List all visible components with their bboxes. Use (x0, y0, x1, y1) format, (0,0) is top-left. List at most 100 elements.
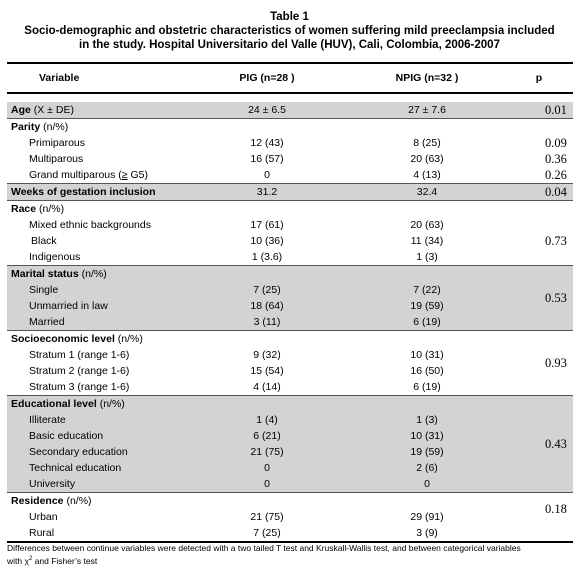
table-row: Grand multiparous (≥ G5) 0 4 (13) 0.26 (7, 167, 573, 184)
row-label: Mixed ethnic backgrounds (29, 219, 151, 231)
table-row: Stratum 2 (range 1-6) 15 (54) 16 (50) (7, 363, 573, 379)
table-row: Illiterate 1 (4) 1 (3) (7, 412, 573, 428)
pig-value: 21 (75) (185, 444, 349, 460)
npig-value: 20 (63) (410, 219, 444, 231)
row-label: Age (X ± DE) (7, 102, 185, 119)
pig-value: 0 (185, 460, 349, 476)
table-row: University 0 0 (7, 476, 573, 493)
npig-value: 11 (34) (410, 235, 444, 247)
section-label: Residence (n/%) (7, 492, 505, 509)
row-label: Stratum 1 (range 1-6) (29, 349, 130, 361)
table-caption: Table 1 Socio-demographic and obstetric … (0, 0, 579, 52)
table-footnote: Differences between continue variables w… (7, 543, 521, 566)
section-header-marital: Marital status (n/%) 0.53 (7, 265, 573, 331)
section-label: Educational level (n/%) (7, 395, 505, 412)
section-label: Marital status (n/%) (7, 265, 505, 282)
row-label: Black (31, 235, 57, 247)
pig-value: 24 ± 6.5 (185, 102, 349, 119)
table-row: Urban 21 (75) 29 (91) (7, 509, 573, 525)
table-row: Technical education 0 2 (6) (7, 460, 573, 476)
npig-value: 6 (19) (413, 381, 441, 393)
table-row: Unmarried in law 18 (64) 19 (59) (7, 298, 573, 314)
caption-line-1: Table 1 (270, 11, 309, 23)
p-value: 0.93 (505, 330, 573, 396)
column-header-variable: Variable (7, 62, 185, 94)
table-row: Single 7 (25) 7 (22) (7, 282, 573, 298)
pig-value: 3 (11) (185, 314, 349, 331)
section-label: Race (n/%) (7, 200, 573, 217)
table-row: Stratum 3 (range 1-6) 4 (14) 6 (19) (7, 379, 573, 396)
pig-value: 1 (4) (185, 412, 349, 428)
row-label: Rural (7, 525, 185, 543)
section-header-race: Race (n/%) (7, 200, 573, 217)
caption-line-3: in the study. Hospital Universitario del… (79, 39, 500, 51)
table-row: Married 3 (11) 6 (19) (7, 314, 573, 331)
pig-value: 7 (25) (185, 525, 349, 543)
column-header-pig: PIG (n=28 ) (185, 62, 349, 94)
npig-value: 4 (13) (413, 169, 441, 181)
row-label: Multiparous (29, 153, 84, 165)
npig-value: 6 (19) (349, 314, 505, 331)
npig-value: 10 (31) (410, 349, 444, 361)
column-header-p: p (505, 62, 573, 94)
section-header-parity: Parity (n/%) (7, 118, 573, 135)
npig-value: 32.4 (349, 183, 505, 201)
npig-value: 10 (31) (349, 428, 505, 444)
row-label: Stratum 2 (range 1-6) (29, 365, 130, 377)
table-row: Multiparous 16 (57) 20 (63) 0.36 (7, 151, 573, 167)
npig-value: 27 ± 7.6 (349, 102, 505, 119)
section-header-education: Educational level (n/%) 0.43 (7, 395, 573, 493)
npig-value: 29 (91) (410, 511, 444, 523)
table-row: Stratum 1 (range 1-6) 9 (32) 10 (31) (7, 347, 573, 363)
table-row: Primiparous 12 (43) 8 (25) 0.09 (7, 135, 573, 151)
section-header-socioeconomic: Socioeconomic level (n/%) 0.93 (7, 330, 573, 396)
table-row: Basic education 6 (21) 10 (31) (7, 428, 573, 444)
table-row-weeks: Weeks of gestation inclusion 31.2 32.4 0… (7, 183, 573, 201)
row-label: Urban (29, 511, 58, 523)
pig-value: 16 (57) (250, 153, 284, 165)
table-row: Secondary education 21 (75) 19 (59) (7, 444, 573, 460)
row-label: Grand multiparous (≥ G5) (29, 169, 148, 181)
characteristics-table: Variable PIG (n=28 ) NPIG (n=32 ) p Age … (7, 62, 573, 543)
npig-value: 19 (59) (349, 298, 505, 314)
npig-value: 19 (59) (349, 444, 505, 460)
p-value: 0.53 (505, 265, 573, 331)
pig-value: 0 (185, 476, 349, 493)
pig-value: 15 (54) (250, 365, 284, 377)
pig-value: 21 (75) (250, 511, 284, 523)
row-label: Unmarried in law (7, 298, 185, 314)
row-label: Secondary education (7, 444, 185, 460)
table-row: Rural 7 (25) 3 (9) (7, 525, 573, 543)
npig-value: 16 (50) (410, 365, 444, 377)
npig-value: 1 (3) (416, 251, 438, 263)
pig-value: 9 (32) (253, 349, 281, 361)
row-label: Technical education (7, 460, 185, 476)
npig-value: 0 (349, 476, 505, 493)
row-label: Illiterate (7, 412, 185, 428)
npig-value: 20 (63) (410, 153, 444, 165)
section-label: Parity (n/%) (7, 118, 573, 135)
p-value: 0.36 (545, 152, 567, 166)
table-row-age: Age (X ± DE) 24 ± 6.5 27 ± 7.6 0.01 (7, 102, 573, 119)
table-row: Black 10 (36) 11 (34) (7, 233, 573, 249)
row-label: Indigenous (29, 251, 81, 263)
caption-line-2: Socio-demographic and obstetric characte… (24, 25, 555, 37)
p-value: 0.09 (545, 136, 567, 150)
section-label: Socioeconomic level (n/%) (7, 330, 505, 347)
pig-value: 31.2 (185, 183, 349, 201)
pig-value: 1 (3.6) (251, 251, 283, 263)
p-value: 0.18 (505, 492, 573, 525)
pig-value: 4 (14) (253, 381, 281, 393)
npig-value: 3 (9) (349, 525, 505, 543)
row-label: University (7, 476, 185, 493)
row-label: Stratum 3 (range 1-6) (29, 381, 130, 393)
pig-value: 17 (61) (250, 219, 284, 231)
row-label: Primiparous (29, 137, 86, 149)
pig-value: 10 (36) (250, 235, 284, 247)
pig-value: 12 (43) (250, 137, 284, 149)
p-value: 0.43 (505, 395, 573, 493)
p-value: 0.04 (505, 183, 573, 201)
row-label: Married (7, 314, 185, 331)
column-header-npig: NPIG (n=32 ) (349, 62, 505, 94)
pig-value: 18 (64) (185, 298, 349, 314)
